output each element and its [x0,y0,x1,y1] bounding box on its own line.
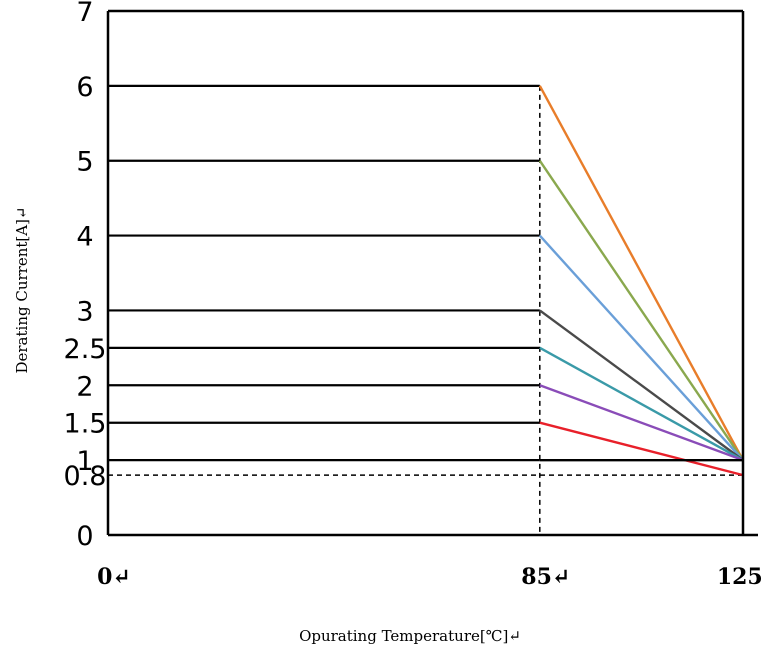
y-tick-label: 6 [76,72,93,103]
y-tick-label: 3 [76,296,93,327]
y-axis-label: Derating Current[A]↵ [13,206,31,373]
series-0-derating-segment [538,85,745,461]
y-tick-label: 1.5 [64,409,107,440]
y-tick-label: 1 [76,446,93,477]
y-tick-labels: 0 0.81 1.5 2 2.5 3 4 5 6 7 [64,0,107,552]
series-4-derating-segment [539,346,744,462]
x-tick-label: 125↵ [717,564,761,590]
series-3-derating-segment [539,309,744,462]
x-tick-label: 0↵ [97,564,131,590]
y-tick-label: 5 [76,147,93,178]
series-2-derating-segment [538,234,744,461]
y-tick-label: 0 [76,521,93,552]
series-6-derating-segment [539,421,744,477]
x-tick-label: 85↵ [521,564,570,590]
y-tick-label: 2.5 [64,334,107,365]
y-tick-label: 0.8 [64,461,107,492]
x-axis-label: Opurating Temperature[℃]↵ [299,627,521,645]
plot-frame [106,9,758,537]
y-tick-label: 2 [76,371,93,402]
y-tick-label: 4 [76,222,93,253]
series-5-derating-segment [539,384,744,462]
series-lines [108,84,745,477]
series-1-derating-segment [538,160,744,461]
y-tick-label: 7 [76,0,93,28]
x-tick-labels: 0↵ 85↵ 125↵ [97,564,761,590]
